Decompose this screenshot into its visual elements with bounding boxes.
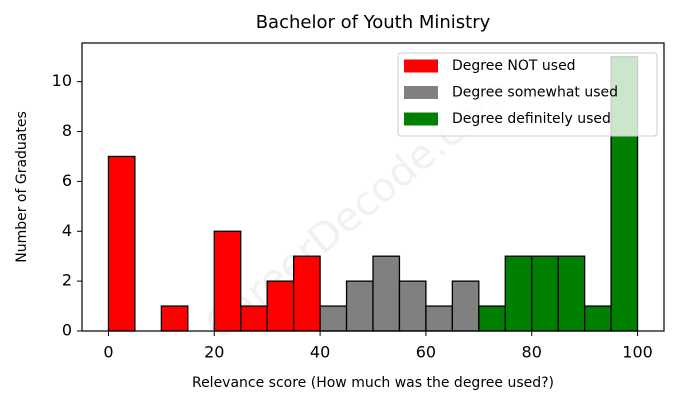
legend: Degree NOT used Degree somewhat used Degre… <box>397 52 658 137</box>
histogram-bar <box>398 280 427 332</box>
plot-frame <box>81 42 665 332</box>
histogram-bar <box>345 280 374 332</box>
histogram-bar <box>292 255 321 332</box>
legend-swatch <box>404 59 438 73</box>
y-tick-label: 10 <box>52 71 72 90</box>
histogram-bar <box>504 255 533 332</box>
histogram-bar <box>478 305 506 332</box>
y-tick-label: 6 <box>62 171 72 190</box>
legend-swatch <box>404 86 438 99</box>
y-tick-label: 0 <box>62 321 72 340</box>
x-tick-label: 60 <box>416 343 436 362</box>
histogram-bar <box>557 255 586 332</box>
x-axis-label: Relevance score (How much was the degree… <box>192 375 554 391</box>
y-tick-label: 8 <box>62 121 72 140</box>
histogram-bar <box>107 155 136 332</box>
histogram-bar <box>240 305 268 332</box>
y-axis-label: Number of Graduates <box>14 111 30 263</box>
legend-label: Degree definitely used <box>452 111 611 127</box>
histogram-bar <box>266 280 295 332</box>
x-tick-label: 80 <box>522 343 542 362</box>
histogram-bar <box>160 305 189 332</box>
histogram-bar <box>425 305 454 332</box>
legend-swatch <box>404 112 438 126</box>
histogram-bar <box>213 230 242 332</box>
legend-box <box>397 52 658 137</box>
chart-title: Bachelor of Youth Ministry <box>256 12 491 33</box>
histogram-bar <box>531 255 559 332</box>
legend-label: Degree NOT used <box>452 58 576 74</box>
histogram-bar <box>372 255 401 332</box>
x-tick-label: 100 <box>622 343 653 362</box>
x-tick-label: 20 <box>204 343 224 362</box>
histogram-bar <box>319 305 348 332</box>
histogram-bar <box>583 305 612 332</box>
x-tick-label: 40 <box>310 343 330 362</box>
legend-label: Degree somewhat used <box>452 85 618 101</box>
y-tick-label: 2 <box>62 271 72 290</box>
y-tick-label: 4 <box>62 221 72 240</box>
histogram-bar <box>451 280 480 332</box>
x-tick-label: 0 <box>103 343 113 362</box>
